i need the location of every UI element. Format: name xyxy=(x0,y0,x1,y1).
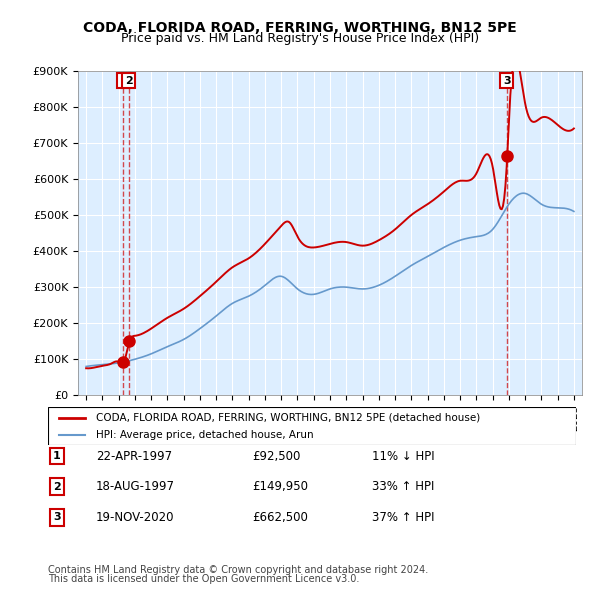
Text: 2: 2 xyxy=(53,482,61,491)
Text: 22-APR-1997: 22-APR-1997 xyxy=(96,450,172,463)
Text: CODA, FLORIDA ROAD, FERRING, WORTHING, BN12 5PE: CODA, FLORIDA ROAD, FERRING, WORTHING, B… xyxy=(83,21,517,35)
Text: CODA, FLORIDA ROAD, FERRING, WORTHING, BN12 5PE (detached house): CODA, FLORIDA ROAD, FERRING, WORTHING, B… xyxy=(95,413,480,423)
Text: 1: 1 xyxy=(119,76,127,86)
Text: Price paid vs. HM Land Registry's House Price Index (HPI): Price paid vs. HM Land Registry's House … xyxy=(121,32,479,45)
FancyBboxPatch shape xyxy=(48,407,576,445)
Text: 19-NOV-2020: 19-NOV-2020 xyxy=(96,511,175,524)
Text: 37% ↑ HPI: 37% ↑ HPI xyxy=(372,511,434,524)
Text: £92,500: £92,500 xyxy=(252,450,301,463)
Text: Contains HM Land Registry data © Crown copyright and database right 2024.: Contains HM Land Registry data © Crown c… xyxy=(48,565,428,575)
Text: 18-AUG-1997: 18-AUG-1997 xyxy=(96,480,175,493)
Text: £149,950: £149,950 xyxy=(252,480,308,493)
Text: This data is licensed under the Open Government Licence v3.0.: This data is licensed under the Open Gov… xyxy=(48,574,359,584)
Text: HPI: Average price, detached house, Arun: HPI: Average price, detached house, Arun xyxy=(95,430,313,440)
Text: 11% ↓ HPI: 11% ↓ HPI xyxy=(372,450,434,463)
Text: 3: 3 xyxy=(53,513,61,522)
Text: 33% ↑ HPI: 33% ↑ HPI xyxy=(372,480,434,493)
Text: 3: 3 xyxy=(503,76,511,86)
Text: £662,500: £662,500 xyxy=(252,511,308,524)
Text: 2: 2 xyxy=(125,76,133,86)
Text: 1: 1 xyxy=(53,451,61,461)
